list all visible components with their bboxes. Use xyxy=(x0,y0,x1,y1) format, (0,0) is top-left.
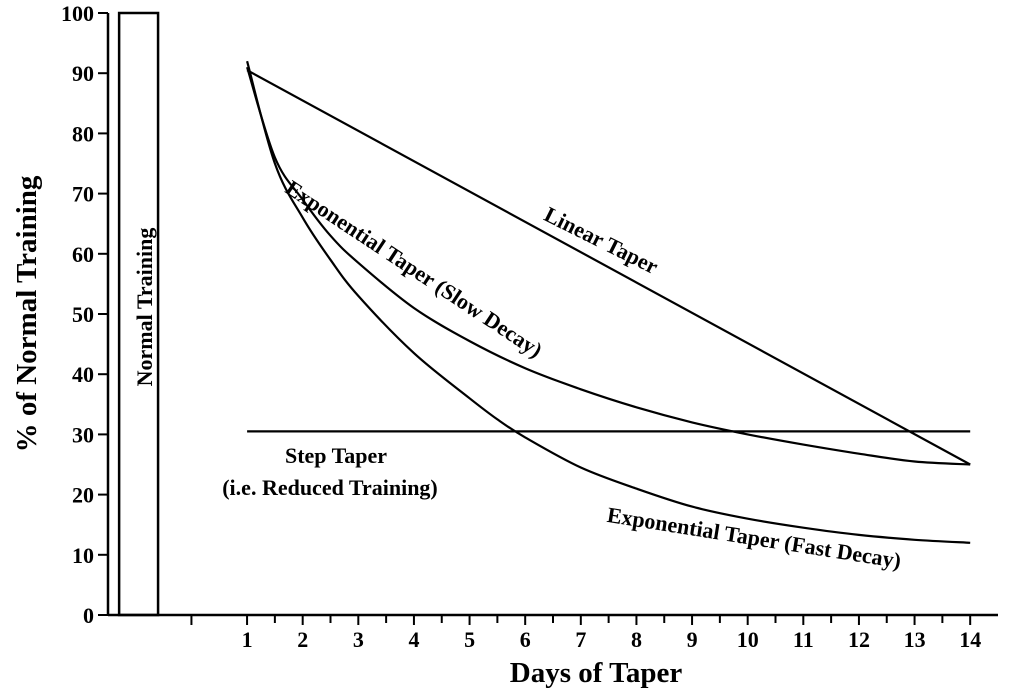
x-tick-label-3: 3 xyxy=(353,627,364,652)
series-exponential-taper-fast-decay xyxy=(246,60,971,544)
y-tick-label-90: 90 xyxy=(72,61,94,86)
series-exponential-taper-slow-decay xyxy=(246,66,971,466)
slow-decay-label: Exponential Taper (Slow Decay) xyxy=(281,175,547,363)
y-tick-label-50: 50 xyxy=(72,302,94,327)
y-tick-label-70: 70 xyxy=(72,182,94,207)
x-tick-label-6: 6 xyxy=(520,627,531,652)
x-tick-label-14: 14 xyxy=(959,627,981,652)
y-tick-label-60: 60 xyxy=(72,242,94,267)
y-tick-label-30: 30 xyxy=(72,422,94,447)
x-tick-label-7: 7 xyxy=(575,627,586,652)
x-tick-label-5: 5 xyxy=(464,627,475,652)
y-tick-label-0: 0 xyxy=(83,603,94,628)
x-tick-label-10: 10 xyxy=(737,627,759,652)
y-tick-label-10: 10 xyxy=(72,543,94,568)
fast-decay-label: Exponential Taper (Fast Decay) xyxy=(605,502,902,573)
y-tick-label-20: 20 xyxy=(72,483,94,508)
x-tick-label-8: 8 xyxy=(631,627,642,652)
step-taper-sublabel: (i.e. Reduced Training) xyxy=(222,475,438,500)
x-tick-label-2: 2 xyxy=(297,627,308,652)
step-taper-label: Step Taper xyxy=(285,443,387,468)
series-linear-taper xyxy=(246,69,971,466)
x-tick-label-9: 9 xyxy=(687,627,698,652)
y-axis-title: % of Normal Training xyxy=(11,175,43,452)
x-tick-label-11: 11 xyxy=(793,627,814,652)
y-tick-label-40: 40 xyxy=(72,362,94,387)
bar-label: Normal Training xyxy=(132,228,157,387)
x-tick-label-1: 1 xyxy=(242,627,253,652)
normal-training-bar xyxy=(117,11,160,617)
x-tick-label-13: 13 xyxy=(904,627,926,652)
axis-layer xyxy=(106,13,998,617)
bar-layer xyxy=(117,11,160,617)
x-tick-label-4: 4 xyxy=(408,627,419,652)
series-layer xyxy=(246,60,971,544)
x-tick-label-12: 12 xyxy=(848,627,870,652)
x-axis-title: Days of Taper xyxy=(510,657,683,689)
y-tick-label-100: 100 xyxy=(61,1,94,26)
y-tick-label-80: 80 xyxy=(72,121,94,146)
